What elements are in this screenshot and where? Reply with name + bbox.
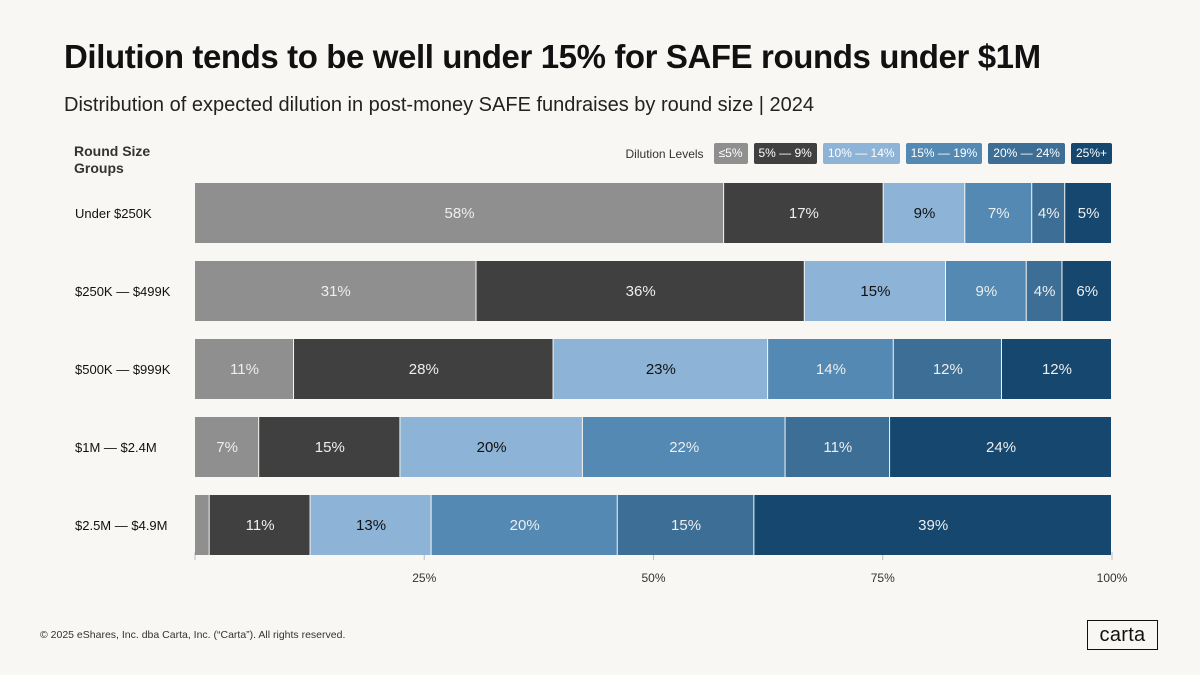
legend: Dilution Levels ≤5% 5% — 9% 10% — 14% 15…	[626, 143, 1112, 164]
stacked-bar-chart: 25% 50% 75% 100% Under $250K 58% 17% 9% 7% 4% 5% $2…	[75, 183, 1128, 585]
data-label: 5%	[1078, 205, 1100, 222]
data-label: 13%	[356, 517, 386, 534]
bar-segment	[965, 183, 1032, 243]
data-label: 17%	[789, 205, 819, 222]
bar-segment	[582, 417, 785, 477]
data-label: 4%	[1038, 205, 1060, 222]
data-label: 31%	[321, 283, 351, 300]
bar-segment	[785, 417, 890, 477]
bar-segment	[754, 495, 1111, 555]
data-label: 6%	[1076, 283, 1098, 300]
data-label: 11%	[823, 439, 852, 456]
category-label: Under $250K	[75, 206, 152, 221]
category-label: $1M — $2.4M	[75, 440, 157, 455]
x-tick-label: 25%	[412, 571, 436, 585]
bar-segment	[804, 261, 946, 321]
bar-segment	[195, 495, 209, 555]
bar-segment	[1065, 183, 1111, 243]
category-label: $500K — $999K	[75, 362, 171, 377]
legend-item-10-14: 10% — 14%	[822, 143, 900, 164]
data-label: 11%	[246, 517, 275, 534]
data-label: 22%	[669, 439, 699, 456]
data-label: 15%	[671, 517, 701, 534]
bar-segment	[195, 339, 294, 399]
bar-segment	[946, 261, 1026, 321]
data-label: 20%	[510, 517, 540, 534]
data-label: 23%	[646, 361, 676, 378]
legend-item-20-24: 20% — 24%	[988, 143, 1065, 164]
bar-segment	[1001, 339, 1111, 399]
bar-segment	[209, 495, 310, 555]
data-label: 4%	[1034, 283, 1056, 300]
legend-item-5-9: 5% — 9%	[753, 143, 817, 164]
copyright-footer: © 2025 eShares, Inc. dba Carta, Inc. (“C…	[40, 629, 346, 641]
bar-segment	[195, 183, 724, 243]
data-label: 39%	[918, 517, 948, 534]
bar-segment	[195, 417, 259, 477]
bar-segment	[883, 183, 965, 243]
bar-segment	[294, 339, 553, 399]
data-label: 28%	[409, 361, 439, 378]
data-label: 9%	[976, 283, 998, 300]
chart-subtitle: Distribution of expected dilution in pos…	[64, 94, 815, 116]
data-label: 12%	[1042, 361, 1072, 378]
category-label: $250K — $499K	[75, 284, 171, 299]
legend-item-25plus: 25%+	[1070, 143, 1112, 164]
bar-segment	[553, 339, 768, 399]
bar-segment	[768, 339, 893, 399]
legend-item-le5: ≤5%	[713, 143, 748, 164]
bar-segment	[400, 417, 582, 477]
data-label: 9%	[914, 205, 936, 222]
bar-segment	[890, 417, 1111, 477]
data-label: 15%	[860, 283, 890, 300]
data-label: 58%	[445, 205, 475, 222]
bar-segment	[431, 495, 617, 555]
category-label: $2.5M — $4.9M	[75, 518, 168, 533]
bar-segment	[1032, 183, 1065, 243]
data-label: 14%	[816, 361, 846, 378]
data-label: 15%	[315, 439, 345, 456]
bar-segment	[1062, 261, 1111, 321]
legend-title: Dilution Levels	[625, 146, 704, 161]
carta-logo: carta	[1087, 620, 1158, 650]
chart-title: Dilution tends to be well under 15% for …	[64, 38, 1041, 75]
bar-segment	[259, 417, 400, 477]
y-axis-title: Round Size Groups	[74, 143, 151, 176]
bar-segment	[617, 495, 754, 555]
data-label: 11%	[230, 361, 259, 378]
bar-segment	[310, 495, 431, 555]
x-tick-label: 50%	[641, 571, 665, 585]
data-label: 7%	[988, 205, 1010, 222]
bar-segment	[476, 261, 804, 321]
data-label: 12%	[933, 361, 963, 378]
bar-segment	[893, 339, 1001, 399]
data-label: 24%	[986, 439, 1016, 456]
data-label: 36%	[626, 283, 656, 300]
data-label: 20%	[477, 439, 507, 456]
bar-segment	[195, 261, 476, 321]
bar-segment	[1026, 261, 1062, 321]
bar-segment	[724, 183, 883, 243]
data-label: 7%	[216, 439, 238, 456]
legend-item-15-19: 15% — 19%	[905, 143, 983, 164]
x-tick-label: 75%	[871, 571, 895, 585]
x-tick-label: 100%	[1097, 571, 1128, 585]
